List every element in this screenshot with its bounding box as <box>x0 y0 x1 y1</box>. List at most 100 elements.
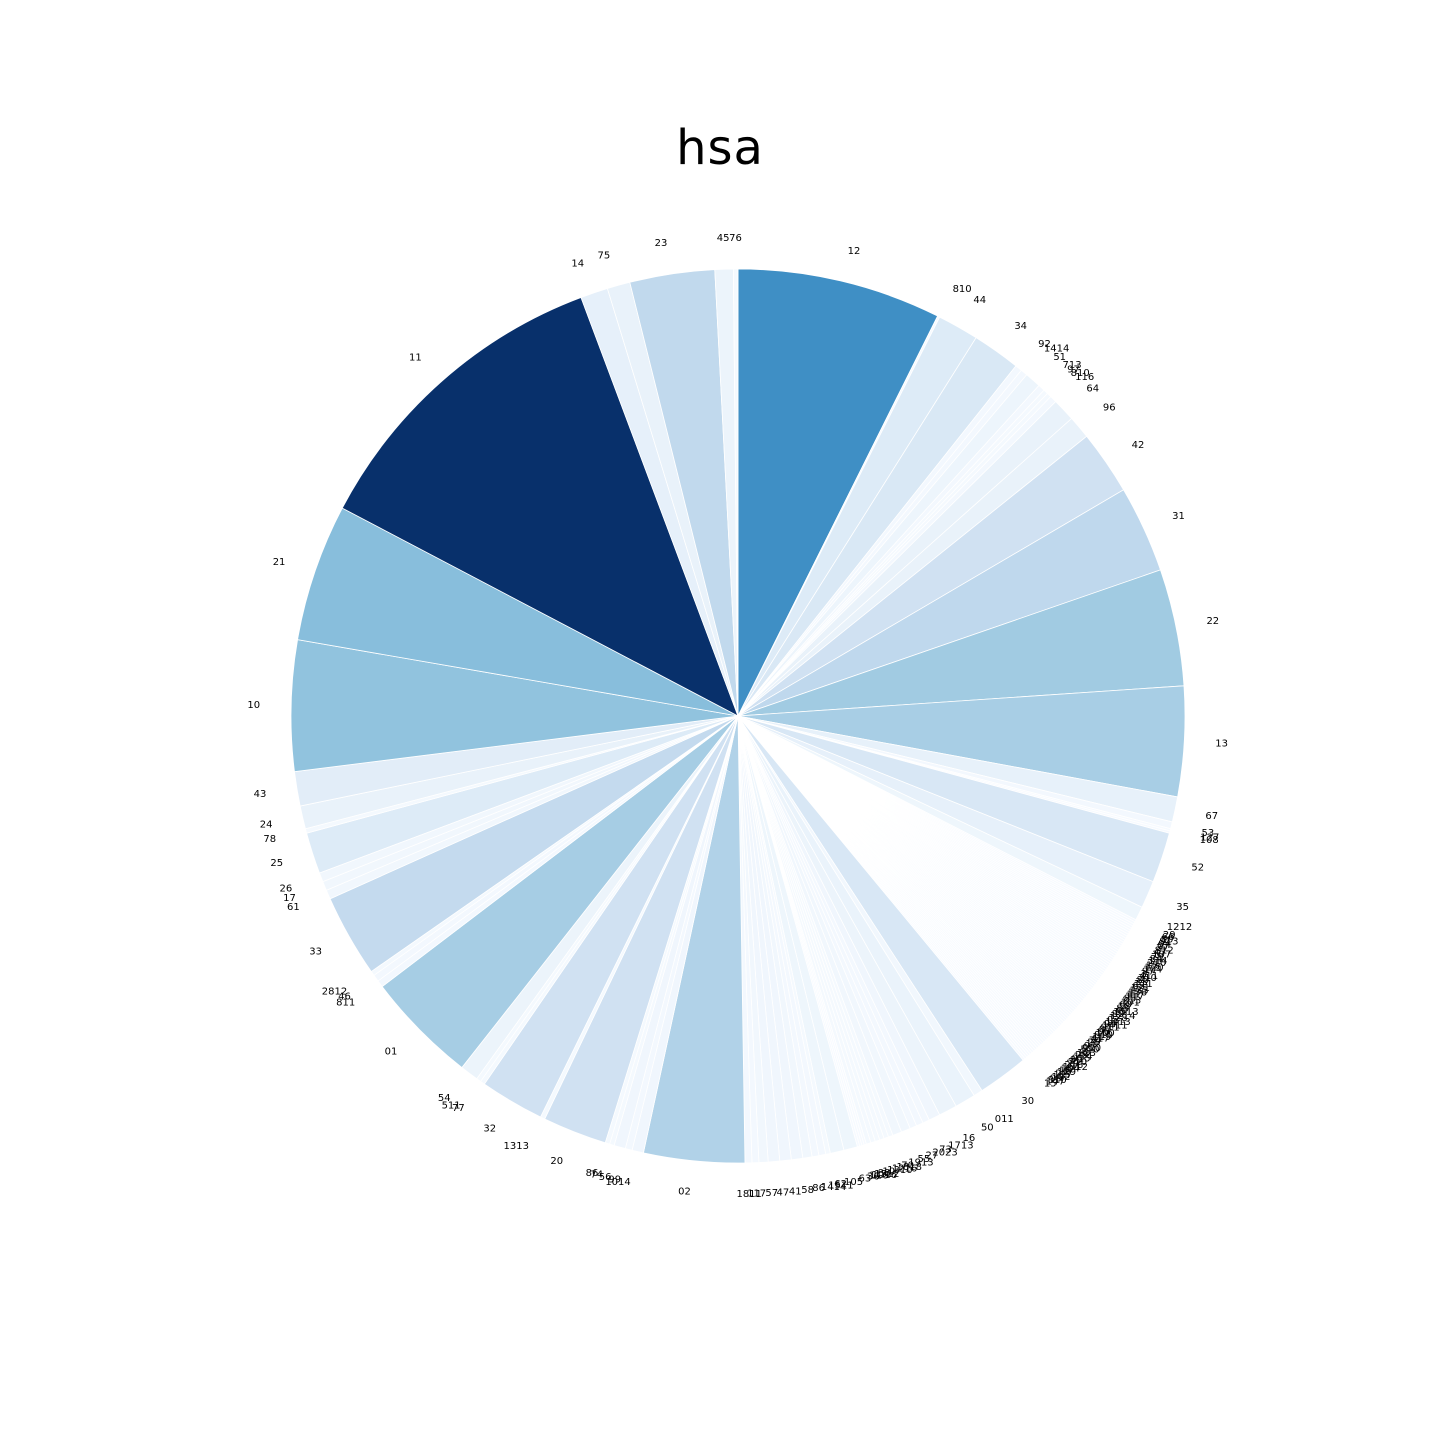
slice-label-125: 1511 <box>828 1180 853 1191</box>
slice-label-95: 22 <box>1055 1069 1068 1080</box>
slice-label-32: 47 <box>1153 947 1166 958</box>
slice-label-156: 24 <box>260 819 273 830</box>
chart-title: hsa <box>676 120 764 176</box>
slice-label-36: 114 <box>1148 956 1167 967</box>
slice-label-98: 99 <box>1050 1074 1063 1085</box>
slice-label-135: 1014 <box>605 1177 630 1188</box>
slice-label-107: 73 <box>939 1145 952 1156</box>
slice-label-160: 11 <box>409 353 422 364</box>
slice-label-162: 75 <box>598 250 611 261</box>
slice-label-61: 1513 <box>1113 1007 1138 1018</box>
slice-label-40: 104 <box>1143 965 1162 976</box>
slice-label-58: 18 <box>1118 1001 1131 1012</box>
slice-label-138: 74 <box>590 1170 603 1181</box>
slice-label-96: 127 <box>1053 1070 1072 1081</box>
slice-label-11: 64 <box>1086 384 1099 395</box>
slice-label-116: 10 <box>882 1167 895 1178</box>
slice-label-129: 41 <box>789 1186 802 1197</box>
slice-label-111: 1913 <box>908 1158 933 1169</box>
slice-label-152: 17 <box>283 893 296 904</box>
slice-label-19: 127 <box>1200 833 1219 844</box>
slice-label-43: 411 <box>1139 971 1158 982</box>
slice-label-15: 22 <box>1206 616 1219 627</box>
slice-label-84: 28 <box>1075 1050 1088 1061</box>
pie-slice-160 <box>341 296 739 717</box>
slice-label-49: 121 <box>1131 983 1150 994</box>
slice-label-140: 20 <box>550 1156 563 1167</box>
slice-label-12: 96 <box>1103 402 1116 413</box>
slice-label-117: 88 <box>878 1168 891 1179</box>
slice-label-161: 14 <box>571 258 584 269</box>
slice-label-127: 86 <box>812 1183 825 1194</box>
slice-label-99: 810 <box>1048 1075 1067 1086</box>
slice-label-28: 94 <box>1158 939 1171 950</box>
slice-label-86: 915 <box>1072 1053 1091 1064</box>
slice-label-102: 30 <box>1021 1096 1034 1107</box>
slice-label-3: 34 <box>1014 321 1027 332</box>
slice-label-22: 35 <box>1176 902 1189 913</box>
slice-label-113: 1818 <box>897 1162 922 1173</box>
slice-label-154: 25 <box>270 858 283 869</box>
slice-label-44: 310 <box>1138 973 1157 984</box>
slice-label-45: 80 <box>1136 975 1149 986</box>
slice-label-139: 86 <box>586 1168 599 1179</box>
slice-label-105: 16 <box>963 1133 976 1144</box>
slice-label-134: 02 <box>678 1187 691 1198</box>
slice-label-153: 26 <box>279 884 292 895</box>
slice-label-92: 104 <box>1061 1064 1080 1075</box>
slice-label-34: 79 <box>1151 952 1164 963</box>
slice-label-159: 21 <box>273 557 286 568</box>
slice-label-10: 116 <box>1075 372 1094 383</box>
slice-label-146: 01 <box>385 1046 398 1057</box>
slice-label-0: 12 <box>848 246 861 257</box>
slice-label-80: 910 <box>1082 1043 1101 1054</box>
slice-label-103: 011 <box>995 1114 1014 1125</box>
slice-label-93: 18 <box>1059 1065 1072 1076</box>
slice-label-149: 2812 <box>322 986 347 997</box>
slice-label-2: 44 <box>973 295 986 306</box>
slice-label-128: 58 <box>801 1185 814 1196</box>
slice-label-37: 210 <box>1147 958 1166 969</box>
slice-label-119: 1016 <box>872 1170 897 1181</box>
slice-label-27: 913 <box>1159 937 1178 948</box>
slice-label-77: 26 <box>1087 1037 1100 1048</box>
slice-label-94: 129 <box>1057 1067 1076 1078</box>
slice-label-151: 61 <box>287 902 300 913</box>
slice-label-1: 810 <box>953 284 972 295</box>
slice-label-69: 911 <box>1101 1023 1120 1034</box>
slice-label-63: 1214 <box>1110 1011 1135 1022</box>
slice-label-42: 3 <box>1141 969 1147 980</box>
slice-label-33: 107 <box>1152 950 1171 961</box>
slice-label-30: 37 <box>1156 943 1169 954</box>
slice-label-143: 77 <box>452 1103 465 1114</box>
slice-label-13: 42 <box>1132 440 1145 451</box>
slice-label-124: 62 <box>834 1179 847 1190</box>
slice-label-21: 52 <box>1191 862 1204 873</box>
slice-label-142: 32 <box>483 1123 496 1134</box>
slice-label-26: 80 <box>1161 934 1174 945</box>
slice-label-59: 88 <box>1116 1003 1129 1014</box>
slice-label-47: 111 <box>1134 979 1153 990</box>
slice-label-148: 46 <box>338 991 351 1002</box>
slice-label-155: 78 <box>263 834 276 845</box>
slice-label-39: 120 <box>1145 962 1164 973</box>
slice-label-110: 55 <box>917 1154 930 1165</box>
slice-label-20: 108 <box>1200 835 1219 846</box>
slice-label-109: 27 <box>926 1151 939 1162</box>
slice-label-90: 213 <box>1064 1060 1083 1071</box>
slice-label-74: 119 <box>1092 1032 1111 1043</box>
slice-label-73: 810 <box>1094 1030 1113 1041</box>
slice-label-64: 128 <box>1108 1013 1127 1024</box>
slice-label-137: 56 <box>599 1172 612 1183</box>
slice-label-136: 99 <box>608 1174 621 1185</box>
slice-label-163: 23 <box>655 238 668 249</box>
slice-label-164: 45 <box>717 233 730 244</box>
slice-label-38: 15 <box>1146 960 1159 971</box>
slice-label-112: 70 <box>901 1160 914 1171</box>
slice-label-78: 10 <box>1086 1039 1099 1050</box>
slice-label-7: 713 <box>1063 360 1082 371</box>
slice-label-60: 40 <box>1115 1005 1128 1016</box>
slice-label-67: 94 <box>1104 1019 1117 1030</box>
slice-label-4: 92 <box>1038 339 1051 350</box>
